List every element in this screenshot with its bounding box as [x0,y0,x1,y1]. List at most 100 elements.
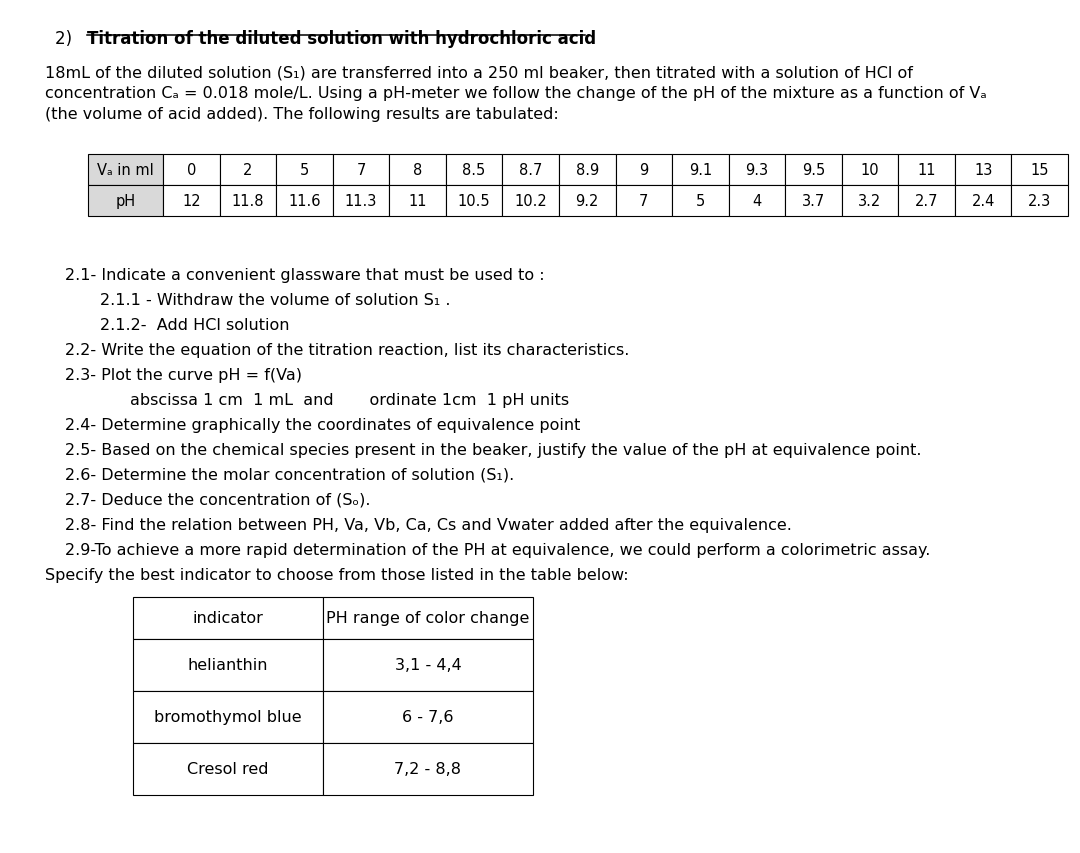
Text: 2.3: 2.3 [1028,194,1051,209]
Bar [841,186,899,217]
Bar [785,154,841,186]
Text: 2.4- Determine graphically the coordinates of equivalence point: 2.4- Determine graphically the coordinat… [65,417,580,432]
Bar [219,154,276,186]
Text: indicator: indicator [192,611,264,626]
Bar [133,691,323,743]
Text: 12: 12 [181,194,201,209]
Bar [785,186,841,217]
Bar [323,597,534,639]
Text: 11.3: 11.3 [345,194,377,209]
Text: 13: 13 [974,163,993,177]
Text: 2.5- Based on the chemical species present in the beaker, justify the value of t: 2.5- Based on the chemical species prese… [65,443,921,457]
Text: 11: 11 [408,194,427,209]
Text: 11.8: 11.8 [231,194,265,209]
Text: 5: 5 [696,194,705,209]
Text: concentration Cₐ = 0.018 mole/L. Using a pH-meter we follow the change of the pH: concentration Cₐ = 0.018 mole/L. Using a… [45,86,987,101]
Bar [502,186,559,217]
Text: Vₐ in ml: Vₐ in ml [97,163,153,177]
Bar [672,154,729,186]
Bar [841,154,899,186]
Bar [163,154,219,186]
Bar [729,154,785,186]
Text: 2.1- Indicate a convenient glassware that must be used to :: 2.1- Indicate a convenient glassware tha… [65,268,544,282]
Text: 10.5: 10.5 [458,194,490,209]
Text: 2: 2 [243,163,253,177]
Bar [1012,154,1068,186]
Text: 9.2: 9.2 [576,194,599,209]
Bar [559,186,616,217]
Text: 11: 11 [917,163,936,177]
Text: 0: 0 [187,163,195,177]
Bar [133,639,323,691]
Bar [559,154,616,186]
Text: 2.4: 2.4 [972,194,995,209]
Bar [446,186,502,217]
Text: 2): 2) [55,30,83,48]
Text: 2.8- Find the relation between PH, Va, Vb, Ca, Cs and Vwater added after the equ: 2.8- Find the relation between PH, Va, V… [65,518,792,532]
Bar [219,186,276,217]
Bar [955,154,1012,186]
Text: 2.7- Deduce the concentration of (Sₒ).: 2.7- Deduce the concentration of (Sₒ). [65,492,370,508]
Bar [276,186,333,217]
Text: 7,2 - 8,8: 7,2 - 8,8 [394,762,461,776]
Text: Specify the best indicator to choose from those listed in the table below:: Specify the best indicator to choose fro… [45,567,629,583]
Bar [333,186,389,217]
Text: 8.9: 8.9 [576,163,598,177]
Bar [163,186,219,217]
Bar [616,154,672,186]
Text: 15: 15 [1030,163,1049,177]
Text: 10: 10 [861,163,879,177]
Text: 2.1.1 - Withdraw the volume of solution S₁ .: 2.1.1 - Withdraw the volume of solution … [100,293,450,308]
Text: 2.2- Write the equation of the titration reaction, list its characteristics.: 2.2- Write the equation of the titration… [65,343,630,357]
Text: 3.2: 3.2 [859,194,881,209]
Bar [672,186,729,217]
Text: 2.3- Plot the curve pH = f(Va): 2.3- Plot the curve pH = f(Va) [65,368,302,382]
Bar [899,186,955,217]
Bar [955,186,1012,217]
Text: Titration of the diluted solution with hydrochloric acid: Titration of the diluted solution with h… [87,30,596,48]
Bar [899,154,955,186]
Text: pH: pH [116,194,136,209]
Bar [323,639,534,691]
Text: 4: 4 [753,194,761,209]
Text: 5: 5 [300,163,309,177]
Text: 18mL of the diluted solution (S₁) are transferred into a 250 ml beaker, then tit: 18mL of the diluted solution (S₁) are tr… [45,65,913,80]
Text: bromothymol blue: bromothymol blue [154,710,301,725]
Bar [87,186,163,217]
Text: 3,1 - 4,4: 3,1 - 4,4 [394,658,461,673]
Bar [446,154,502,186]
Text: helianthin: helianthin [188,658,268,673]
Text: 11.6: 11.6 [288,194,321,209]
Bar [502,154,559,186]
Text: 3.7: 3.7 [801,194,825,209]
Bar [323,691,534,743]
Text: 2.7: 2.7 [915,194,939,209]
Bar [323,743,534,795]
Bar [616,186,672,217]
Text: (the volume of acid added). The following results are tabulated:: (the volume of acid added). The followin… [45,107,558,122]
Text: 2.6- Determine the molar concentration of solution (S₁).: 2.6- Determine the molar concentration o… [65,467,514,483]
Text: abscissa 1 cm  1 mL  and       ordinate 1cm  1 pH units: abscissa 1 cm 1 mL and ordinate 1cm 1 pH… [130,392,569,408]
Bar [389,186,446,217]
Text: 8.7: 8.7 [519,163,542,177]
Text: 9.3: 9.3 [745,163,769,177]
Bar [333,154,389,186]
Text: 8: 8 [413,163,422,177]
Bar [389,154,446,186]
Bar [729,186,785,217]
Text: 6 - 7,6: 6 - 7,6 [402,710,454,725]
Text: 9.5: 9.5 [801,163,825,177]
Bar [133,743,323,795]
Text: 9: 9 [639,163,648,177]
Bar [133,597,323,639]
Text: 9.1: 9.1 [689,163,712,177]
Bar [276,154,333,186]
Text: 2.9-To achieve a more rapid determination of the PH at equivalence, we could per: 2.9-To achieve a more rapid determinatio… [65,543,930,557]
Text: 7: 7 [639,194,648,209]
Text: 8.5: 8.5 [462,163,486,177]
Text: 10.2: 10.2 [514,194,548,209]
Bar [1012,186,1068,217]
Text: 2.1.2-  Add HCl solution: 2.1.2- Add HCl solution [100,317,289,333]
Text: PH range of color change: PH range of color change [326,611,529,626]
Text: 7: 7 [356,163,366,177]
